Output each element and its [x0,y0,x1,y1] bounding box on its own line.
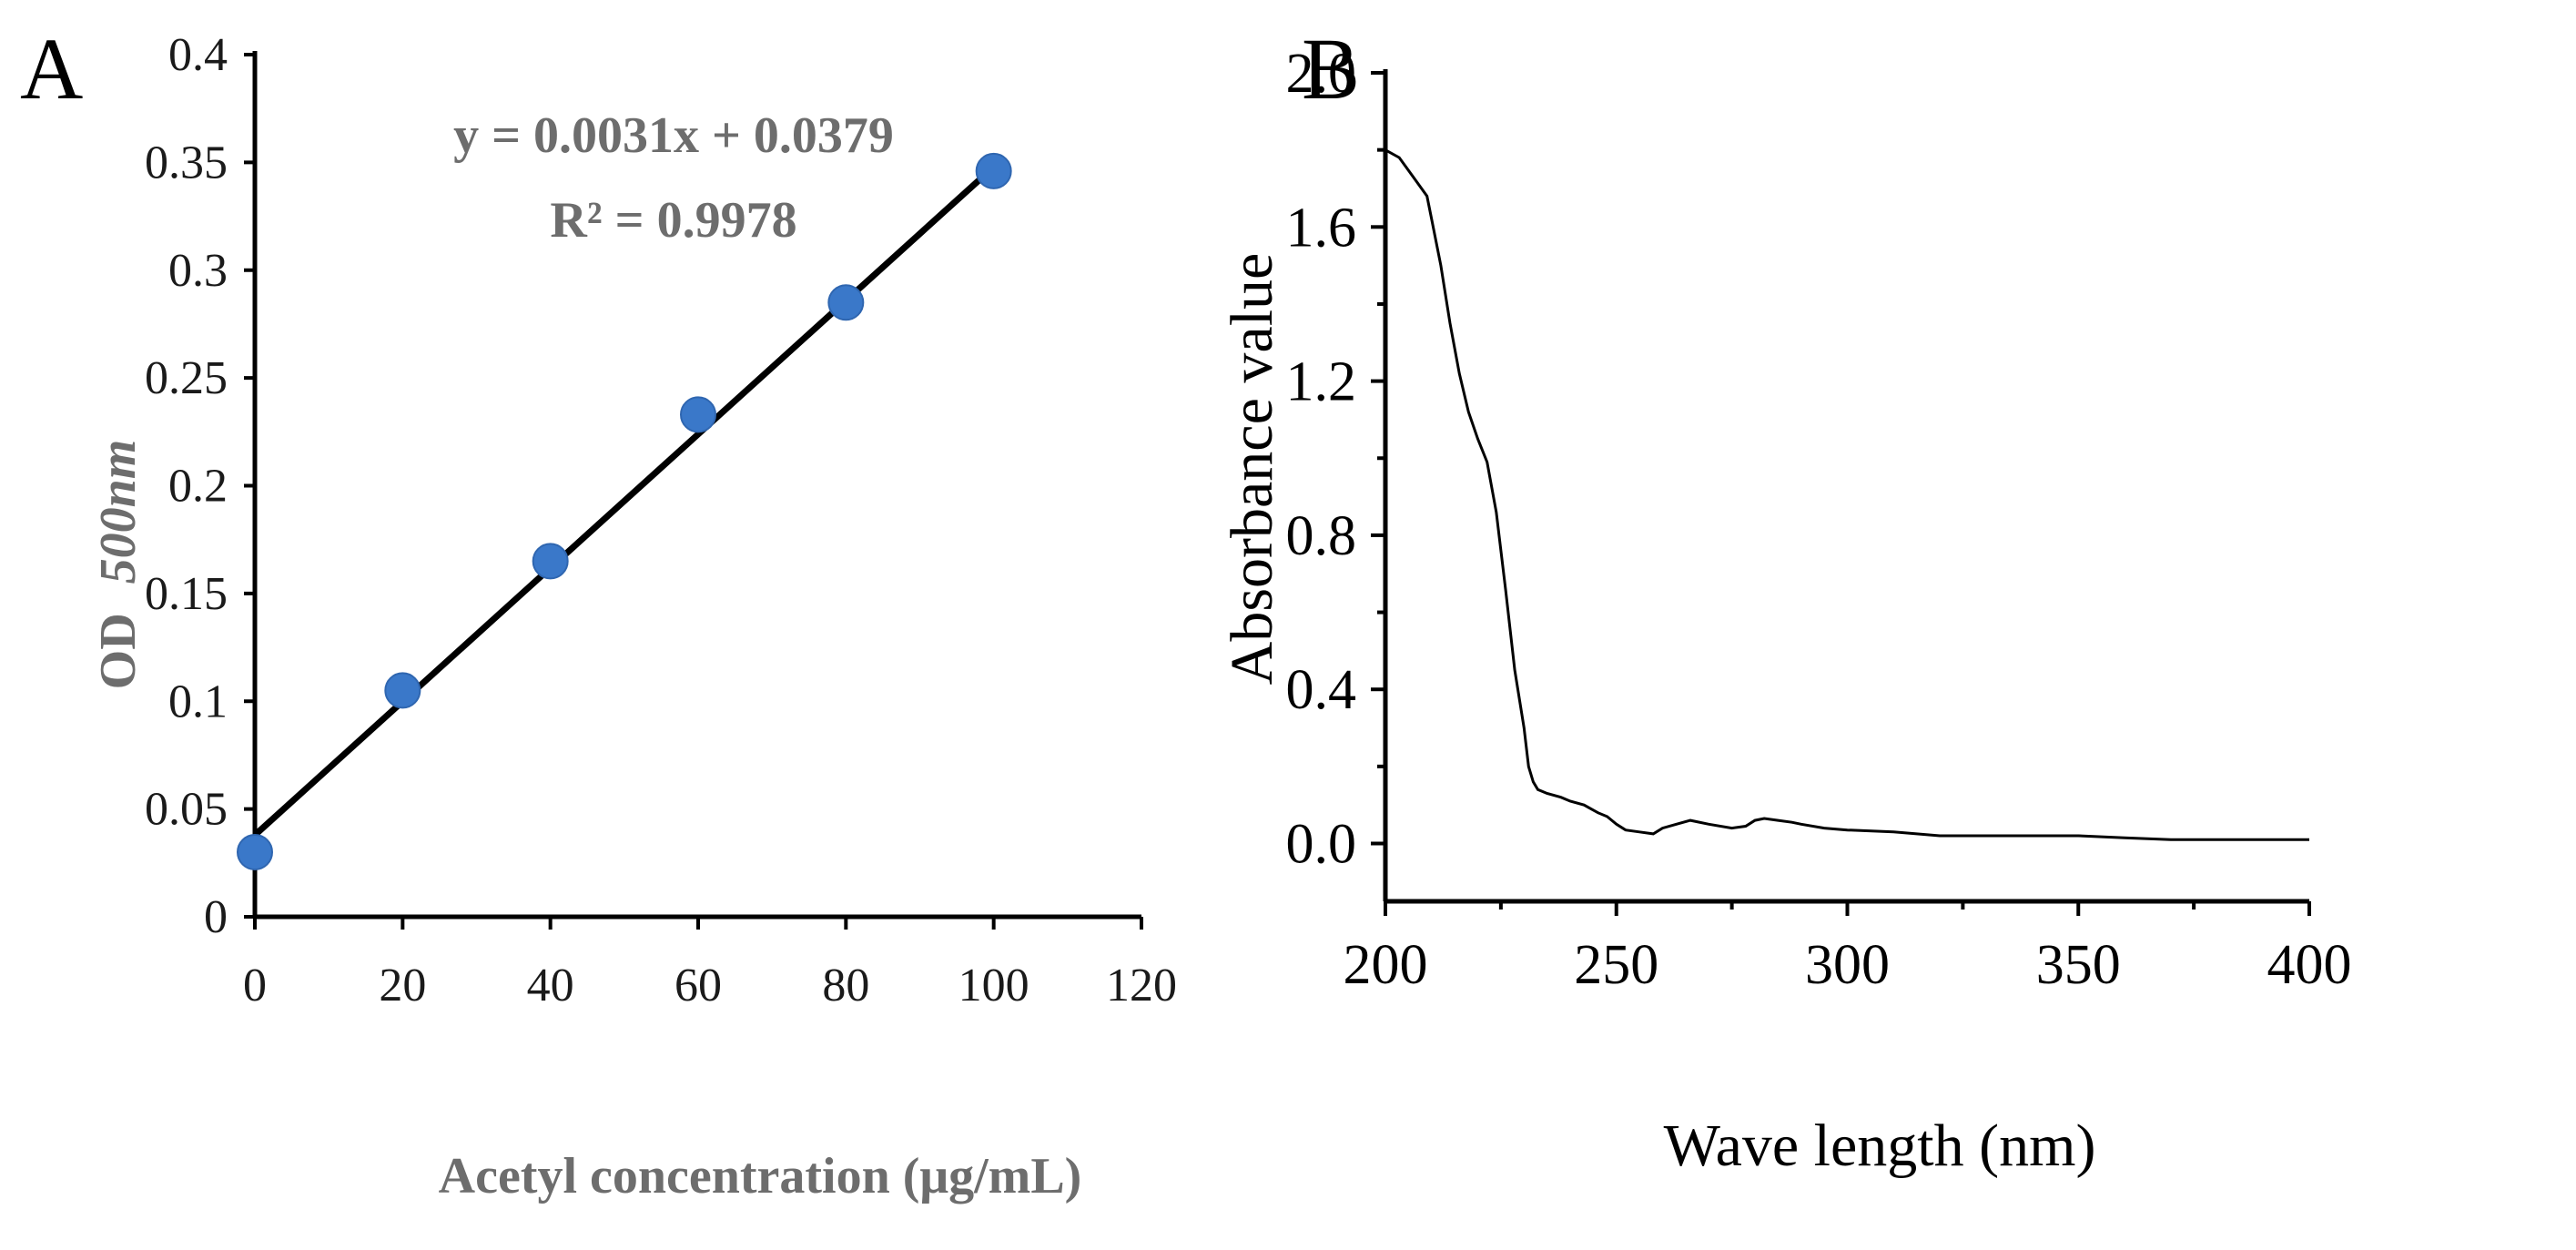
panel-a-data-point [975,152,1012,189]
panel-b-x-ticks: 200 250 300 350 400 [1344,901,2352,996]
panel-a-y-tick-label: 0.35 [145,137,228,188]
panel-a-x-tick-label: 20 [379,960,426,1011]
panel-b-label: B [1302,20,1360,117]
panel-a-chart: A 0 0.05 0.1 0.15 0.2 0.25 0.3 0.35 0.4 0 20 40 60 8… [20,20,1177,1204]
panel-a-y-tick-label: 0.2 [168,461,228,513]
panel-a-data-point [532,543,569,580]
panel-b-x-axis-title: Wave length (nm) [1664,1113,2096,1179]
panel-a-x-tick-label: 100 [958,960,1029,1011]
panel-a-data-points [237,152,1012,870]
panel-b-x-tick-label: 350 [2036,934,2121,996]
panel-b-y-tick-label: 0.0 [1286,814,1357,876]
panel-a-y-tick-label: 0.1 [168,676,228,727]
panel-a-x-tick-label: 40 [527,960,574,1011]
panel-a-data-point [237,833,273,870]
panel-a-x-axis-title: Acetyl concentration (μg/mL) [439,1148,1082,1204]
panel-a-y-tick-label: 0.25 [145,352,228,404]
panel-a-y-tick-label: 0.15 [145,568,228,620]
panel-b-y-tick-label: 1.2 [1286,351,1357,413]
panel-b-y-tick-label: 0.8 [1286,505,1357,567]
svg-text:OD 500nm: OD 500nm [90,440,147,690]
panel-a-y-axis-title-main: OD [90,613,147,689]
panel-b-spectrum-line [1384,148,2309,841]
panel-a-y-tick-label: 0 [204,891,228,943]
panel-a-y-axis-title-sub: 500nm [90,440,147,584]
panel-a-fit-line [252,164,997,838]
panel-a-x-tick-label: 120 [1106,960,1177,1011]
panel-a-x-tick-label: 80 [822,960,869,1011]
panel-a-y-tick-label: 0.4 [168,29,228,81]
panel-a-x-ticks: 0 20 40 60 80 100 120 [243,917,1177,1011]
panel-a-data-point [827,284,865,321]
panel-b-y-axis-title: Absorbance value [1219,253,1285,686]
panel-a-r-squared: R² = 0.9978 [550,192,796,249]
panel-b-x-tick-label: 300 [1805,934,1890,996]
panel-a-data-point [680,396,716,433]
panel-a-equation: y = 0.0031x + 0.0379 [453,107,894,164]
panel-b-chart: B 0.0 0.4 0.8 1.2 1.6 2.0 200 250 300 350 400 Wav… [1219,20,2352,1179]
panel-a-label: A [20,20,83,117]
panel-a-y-tick-label: 0.05 [145,784,228,836]
panel-a-data-point [384,672,421,709]
panel-b-y-tick-label: 0.4 [1286,659,1357,721]
panel-b-y-ticks: 0.0 0.4 0.8 1.2 1.6 2.0 [1286,43,1385,876]
panel-b-x-tick-label: 200 [1344,934,1428,996]
panel-b-x-tick-label: 250 [1574,934,1658,996]
panel-b-y-tick-label: 2.0 [1286,43,1357,105]
panel-a-x-tick-label: 60 [674,960,722,1011]
panel-a-y-axis-title: OD 500nm [90,440,147,690]
panel-a-y-tick-label: 0.3 [168,245,228,297]
panel-b-x-tick-label: 400 [2267,934,2352,996]
panel-a-y-ticks: 0 0.05 0.1 0.15 0.2 0.25 0.3 0.35 0.4 [145,29,255,943]
panel-b-y-tick-label: 1.6 [1286,197,1357,259]
panel-a-x-tick-label: 0 [243,960,267,1011]
